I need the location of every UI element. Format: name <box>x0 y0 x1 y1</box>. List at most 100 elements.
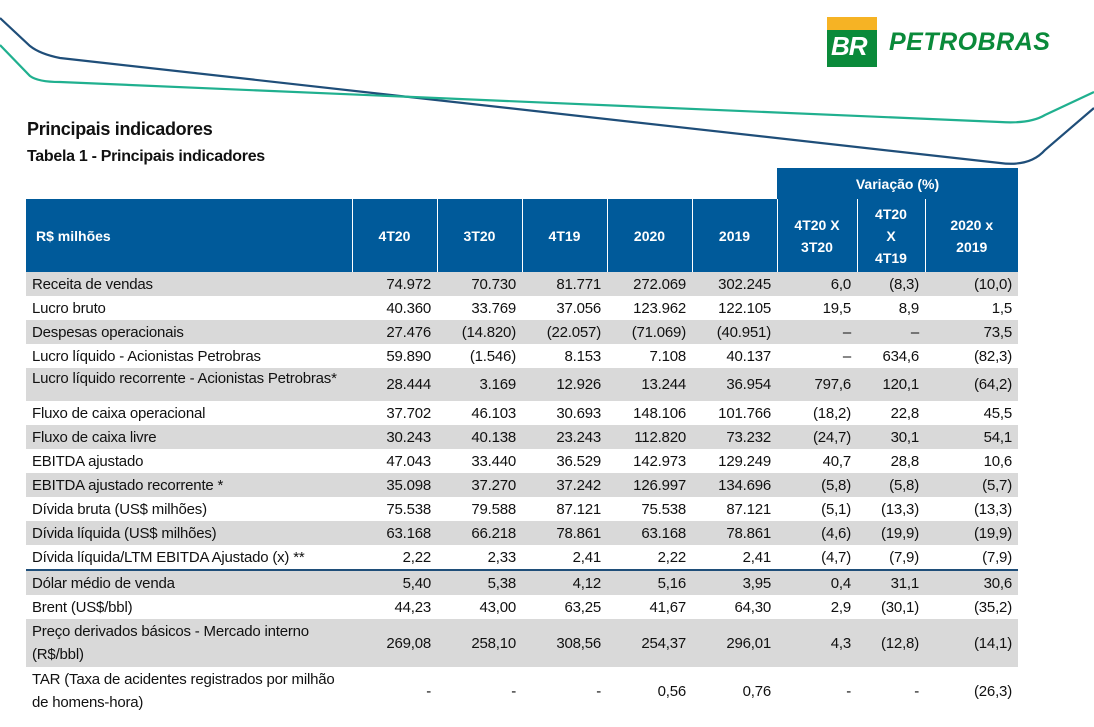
row-label: Lucro líquido recorrente - Acionistas Pe… <box>26 368 352 401</box>
row-label: TAR (Taxa de acidentes registrados por m… <box>32 671 335 711</box>
cell-value: 6,0 <box>777 272 857 296</box>
table-row: Brent (US$/bbl) 44,23 43,00 63,25 41,67 64,30… <box>26 595 1018 619</box>
cell-value: 123.962 <box>633 299 686 317</box>
column-header: 4T20 <box>351 199 437 272</box>
cell-value: (64,2) <box>925 368 1018 401</box>
cell-value: 75.538 <box>641 500 686 518</box>
cell-value: 2,9 <box>830 598 851 616</box>
cell-value: (4,6) <box>777 521 857 545</box>
cell-value: - <box>846 682 851 700</box>
cell-value: 634,6 <box>882 347 919 365</box>
cell-value: 75.538 <box>386 500 431 518</box>
table-row: Fluxo de caixa operacional 37.702 46.103 30… <box>26 401 1018 425</box>
cell-value: (13,3) <box>974 500 1012 518</box>
cell-value: (13,3) <box>881 500 919 518</box>
cell-value: 45,5 <box>983 404 1013 422</box>
table-row: Dívida líquida/LTM EBITDA Ajustado (x) *… <box>26 545 1018 571</box>
row-label: Despesas operacionais <box>26 320 352 344</box>
cell-value: (5,7) <box>925 473 1018 497</box>
cell-value: 13.244 <box>607 368 692 401</box>
cell-value: - <box>596 682 601 700</box>
cell-value: (14.820) <box>437 320 522 344</box>
cell-value: 30.693 <box>556 404 601 422</box>
section-title: Principais indicadores <box>27 119 213 139</box>
cell-value: 40.360 <box>386 299 431 317</box>
cell-value: 73,5 <box>925 320 1018 344</box>
row-label: Dívida líquida/LTM EBITDA Ajustado (x) *… <box>26 545 352 571</box>
table-title: Tabela 1 - Principais indicadores <box>27 148 265 165</box>
cell-value: 134.696 <box>692 473 777 497</box>
cell-value: 254,37 <box>607 619 692 667</box>
cell-value: 28.444 <box>352 368 437 401</box>
row-label: Dólar médio de venda <box>26 570 352 595</box>
cell-value: 33.769 <box>471 299 516 317</box>
table-row: Dívida líquida (US$ milhões) 63.168 66.218… <box>26 521 1018 545</box>
cell-value: 59.890 <box>386 347 431 365</box>
cell-value: 2,22 <box>352 545 437 571</box>
cell-value: 40,7 <box>822 452 852 470</box>
cell-value: 272.069 <box>607 272 692 296</box>
cell-value: 302.245 <box>692 272 777 296</box>
cell-value: 4,3 <box>777 619 857 667</box>
cell-value: 129.249 <box>718 452 771 470</box>
cell-value: 269,08 <box>352 619 437 667</box>
cell-value: 4,12 <box>522 570 607 595</box>
cell-value: 8.153 <box>564 347 601 365</box>
row-label: Dívida bruta (US$ milhões) <box>32 500 207 518</box>
variation-header: Variação (%) <box>777 168 1018 199</box>
row-label-text: Lucro líquido recorrente - Acionistas Pe… <box>32 370 337 387</box>
cell-value: 0,4 <box>777 570 857 595</box>
cell-value: 30,6 <box>925 570 1018 595</box>
cell-value: 37.270 <box>437 473 522 497</box>
cell-value: - <box>511 682 516 700</box>
cell-value: 3,95 <box>692 570 777 595</box>
cell-value: (7,9) <box>925 545 1018 571</box>
logo-wordmark: PETROBRAS <box>889 27 1051 56</box>
column-header: 2020 x 2019 <box>924 199 1018 272</box>
cell-value: (82,3) <box>974 347 1012 365</box>
table-row: Fluxo de caixa livre 30.243 40.138 23.243 11… <box>26 425 1018 449</box>
cell-value: (22.057) <box>522 320 607 344</box>
table-header-row: R$ milhões 4T20 3T20 4T19 2020 2019 4T20 X 3T2… <box>26 199 1018 272</box>
cell-value: 142.973 <box>633 452 686 470</box>
row-label: Fluxo de caixa operacional <box>32 404 206 422</box>
row-label: EBITDA ajustado recorrente * <box>26 473 352 497</box>
cell-value: 19,5 <box>822 299 852 317</box>
table-row: TAR (Taxa de acidentes registrados por m… <box>26 667 1018 715</box>
table-row: Receita de vendas 74.972 70.730 81.771 272.0… <box>26 272 1018 296</box>
cell-value: (7,9) <box>857 545 925 571</box>
cell-value: – <box>842 347 851 365</box>
cell-value: 148.106 <box>633 404 686 422</box>
cell-value: 296,01 <box>692 619 777 667</box>
cell-value: 41,67 <box>649 598 686 616</box>
column-header: 2020 <box>606 199 692 272</box>
cell-value: 23.243 <box>522 425 607 449</box>
cell-value: – <box>777 320 857 344</box>
cell-value: (30,1) <box>881 598 919 616</box>
column-header: 3T20 <box>436 199 522 272</box>
row-label: Dívida líquida (US$ milhões) <box>26 521 352 545</box>
table-row: Preço derivados básicos - Mercado intern… <box>26 619 1018 667</box>
table-row: Lucro líquido recorrente - Acionistas Pe… <box>26 368 1018 401</box>
cell-value: 258,10 <box>437 619 522 667</box>
cell-value: 2,41 <box>522 545 607 571</box>
cell-value: 5,16 <box>607 570 692 595</box>
cell-value: 112.820 <box>607 425 692 449</box>
cell-value: – <box>857 320 925 344</box>
row-label: EBITDA ajustado <box>32 452 144 470</box>
cell-value: - <box>426 682 431 700</box>
cell-value: 43,00 <box>479 598 516 616</box>
column-header: 4T19 <box>521 199 607 272</box>
column-header: 4T20 X 4T19 <box>856 199 925 272</box>
row-label: Brent (US$/bbl) <box>32 598 133 616</box>
cell-value: 63.168 <box>352 521 437 545</box>
cell-value: 40.137 <box>726 347 771 365</box>
cell-value: 79.588 <box>471 500 516 518</box>
column-header: 4T20 X 3T20 <box>776 199 857 272</box>
cell-value: (1.546) <box>469 347 516 365</box>
cell-value: 2,22 <box>607 545 692 571</box>
br-logo-mark: BR <box>827 17 877 67</box>
row-label: Receita de vendas <box>26 272 352 296</box>
cell-value: 7.108 <box>649 347 686 365</box>
cell-value: 37.242 <box>522 473 607 497</box>
